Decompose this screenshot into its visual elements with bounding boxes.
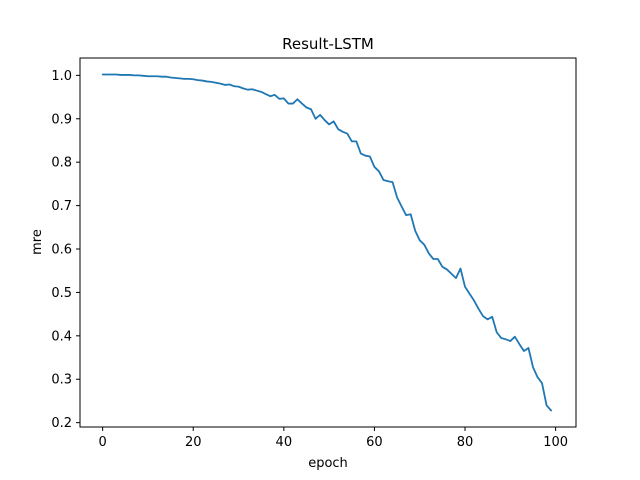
x-tick-label: 60: [366, 435, 383, 450]
x-axis: 0 20 40 60 80 100: [99, 427, 568, 450]
y-axis: 0.2 0.3 0.4 0.5 0.6 0.7 0.8 0.9 1.0: [51, 69, 80, 431]
y-tick-label: 0.8: [51, 156, 72, 171]
y-tick-label: 0.2: [51, 416, 72, 431]
x-axis-label: epoch: [308, 456, 348, 471]
y-tick-label: 0.9: [51, 112, 72, 127]
x-tick-label: 20: [185, 435, 202, 450]
y-tick-label: 1.0: [51, 69, 72, 84]
x-tick-label: 40: [276, 435, 293, 450]
y-tick-label: 0.4: [51, 329, 72, 344]
x-tick-label: 0: [99, 435, 107, 450]
y-tick-label: 0.3: [51, 373, 72, 388]
x-tick-label: 100: [543, 435, 568, 450]
plot-frame: [79, 57, 577, 428]
y-tick-label: 0.5: [51, 286, 72, 301]
x-tick-label: 80: [457, 435, 474, 450]
chart-title: Result-LSTM: [282, 35, 374, 53]
series-line-mre: [101, 73, 552, 412]
y-axis-label: mre: [30, 229, 45, 255]
y-tick-label: 0.6: [51, 243, 72, 258]
y-tick-label: 0.7: [51, 199, 72, 214]
